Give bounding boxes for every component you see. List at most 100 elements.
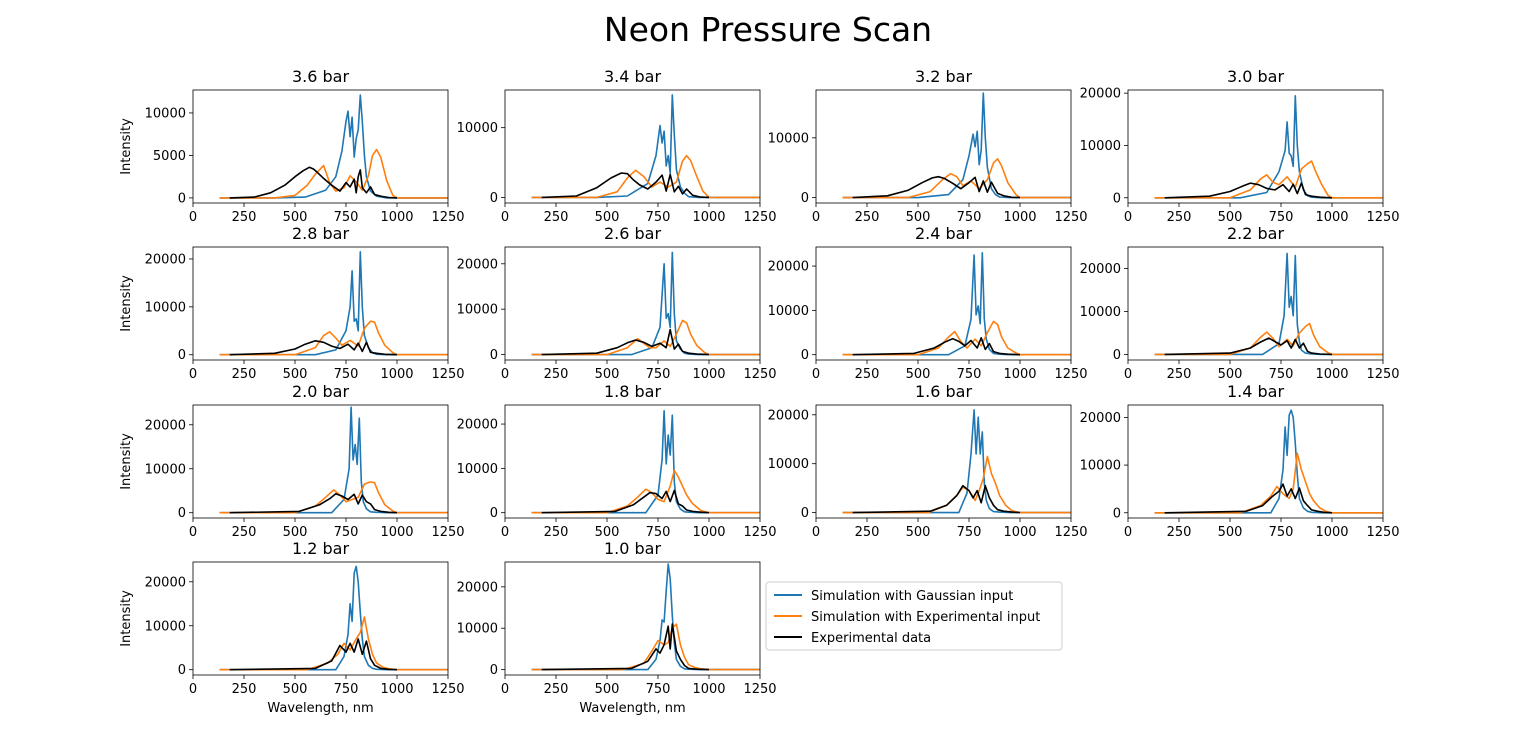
y-tick-label: 10000 (145, 619, 186, 634)
x-tick-label: 1000 (1003, 367, 1036, 382)
x-tick-label: 1000 (1315, 210, 1348, 225)
x-tick-label: 1250 (1054, 210, 1087, 225)
x-tick-label: 750 (646, 682, 671, 697)
x-tick-label: 0 (501, 525, 509, 540)
x-tick-label: 500 (1218, 525, 1243, 540)
axes-frame (504, 561, 761, 676)
x-tick-label: 0 (501, 682, 509, 697)
x-tick-label: 750 (646, 367, 671, 382)
x-tick-label: 500 (595, 682, 620, 697)
x-tick-label: 500 (283, 525, 308, 540)
x-tick-label: 1250 (1366, 367, 1399, 382)
subplot-11: 1.4 bar 0 250 500 750 1000 1250 0 10000 20000 (1080, 382, 1400, 540)
x-tick-label: 250 (544, 210, 569, 225)
x-tick-label: 250 (1167, 367, 1192, 382)
y-tick-label: 0 (490, 506, 498, 521)
series-line-experimental-data (1164, 483, 1333, 514)
series-line-experimental-data (229, 638, 398, 671)
y-tick-label: 20000 (768, 408, 809, 423)
y-tick-label: 10000 (145, 106, 186, 121)
x-tick-label: 500 (283, 210, 308, 225)
x-tick-label: 750 (646, 210, 671, 225)
x-tick-label: 750 (1269, 525, 1294, 540)
x-tick-label: 0 (189, 525, 197, 540)
x-tick-label: 1000 (380, 367, 413, 382)
y-tick-label: 10000 (457, 622, 498, 637)
x-tick-label: 750 (1269, 367, 1294, 382)
series-line-experimental-input-sim (842, 455, 1071, 514)
x-tick-label: 250 (232, 367, 257, 382)
y-tick-label: 20000 (457, 580, 498, 595)
subplot-1: 3.4 bar 0 250 500 750 1000 1250 0 10000 (457, 67, 777, 225)
x-tick-label: 1000 (380, 682, 413, 697)
x-tick-label: 1250 (431, 525, 464, 540)
y-axis-label: Intensity (119, 118, 134, 175)
series-line-gaussian-sim (1154, 252, 1383, 356)
y-tick-label: 20000 (457, 418, 498, 433)
x-tick-label: 750 (334, 682, 359, 697)
series-line-experimental-data (541, 172, 710, 199)
x-tick-label: 0 (1124, 525, 1132, 540)
y-tick-label: 20000 (1080, 87, 1121, 102)
series-line-gaussian-sim (842, 252, 1071, 356)
x-tick-label: 500 (595, 210, 620, 225)
axes-frame (504, 404, 761, 519)
x-tick-label: 500 (283, 367, 308, 382)
series-line-experimental-data (852, 484, 1021, 514)
y-tick-label: 0 (801, 506, 809, 521)
series-line-experimental-input-sim (1154, 452, 1383, 514)
y-tick-label: 10000 (1080, 305, 1121, 320)
legend-label-experimental-input: Simulation with Experimental input (811, 610, 1040, 625)
subplot-9: 1.8 bar 0 250 500 750 1000 1250 0 10000 20000 (457, 382, 777, 540)
x-tick-label: 500 (595, 525, 620, 540)
x-tick-label: 1000 (692, 367, 725, 382)
y-tick-label: 0 (1113, 191, 1121, 206)
y-tick-label: 10000 (768, 131, 809, 146)
x-tick-label: 750 (334, 525, 359, 540)
axes-frame (1127, 404, 1384, 519)
series-line-experimental-input-sim (219, 616, 448, 671)
y-tick-label: 20000 (1080, 411, 1121, 426)
series-line-experimental-data (541, 328, 710, 356)
series-line-experimental-data (541, 489, 710, 514)
y-tick-label: 0 (178, 348, 186, 363)
x-tick-label: 0 (1124, 367, 1132, 382)
y-axis-label: Intensity (119, 433, 134, 490)
x-tick-label: 1000 (1315, 367, 1348, 382)
series-line-gaussian-sim (219, 94, 448, 199)
subplot-12: 1.2 bar 0 250 500 750 1000 1250 0 10000 20000 Inte… (119, 539, 465, 716)
x-tick-label: 0 (1124, 210, 1132, 225)
axes-frame (504, 246, 761, 361)
x-tick-label: 1000 (380, 210, 413, 225)
y-tick-label: 0 (178, 506, 186, 521)
series-line-gaussian-sim (531, 409, 760, 514)
series-line-gaussian-sim (1154, 95, 1383, 199)
subplot-title: 2.0 bar (292, 382, 349, 401)
y-tick-label: 10000 (457, 121, 498, 136)
x-tick-label: 1250 (1366, 525, 1399, 540)
x-tick-label: 1000 (692, 682, 725, 697)
x-tick-label: 1250 (743, 525, 776, 540)
axes-frame (815, 246, 1072, 361)
series-line-experimental-data (541, 623, 710, 671)
subplot-title: 1.2 bar (292, 539, 349, 558)
series-line-gaussian-sim (219, 406, 448, 514)
legend-label-gaussian: Simulation with Gaussian input (811, 589, 1013, 604)
y-tick-label: 0 (490, 191, 498, 206)
y-tick-label: 20000 (145, 418, 186, 433)
y-tick-label: 20000 (768, 260, 809, 275)
y-axis-label: Intensity (119, 275, 134, 332)
x-tick-label: 750 (957, 525, 982, 540)
y-axis-label: Intensity (119, 590, 134, 647)
series-line-experimental-input-sim (219, 320, 448, 356)
series-line-experimental-data (852, 175, 1021, 199)
series-line-gaussian-sim (531, 251, 760, 356)
y-tick-label: 10000 (1080, 139, 1121, 154)
x-tick-label: 0 (189, 682, 197, 697)
axes-frame (815, 404, 1072, 519)
x-axis-label: Wavelength, nm (579, 701, 685, 716)
legend: Simulation with Gaussian input Simulatio… (765, 581, 1063, 651)
y-tick-label: 0 (490, 348, 498, 363)
subplot-title: 3.0 bar (1227, 67, 1284, 86)
